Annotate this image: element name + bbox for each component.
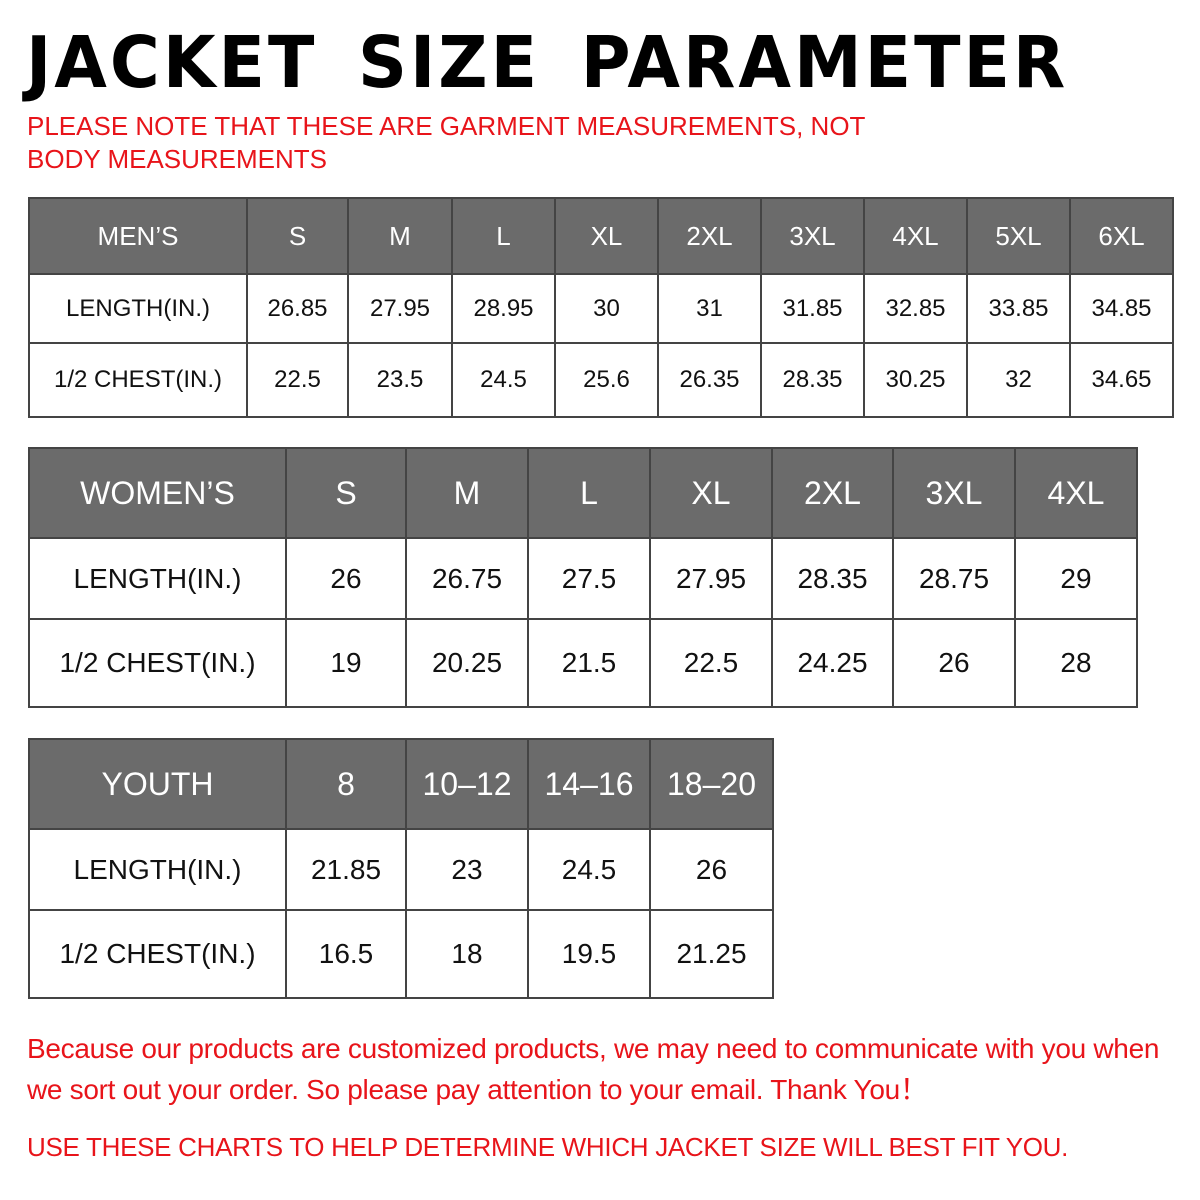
- size-header: XL: [649, 447, 773, 539]
- size-header: M: [405, 447, 529, 539]
- size-header: 14–16: [527, 738, 651, 830]
- measurement-cell: 25.6: [554, 342, 659, 418]
- measurement-cell: 26.35: [657, 342, 762, 418]
- header-row: WOMEN’S S M L XL 2XL 3XL 4XL: [28, 447, 1138, 539]
- size-header: S: [246, 197, 349, 275]
- measurement-cell: 27.95: [347, 273, 453, 344]
- measurement-cell: 23: [405, 828, 529, 911]
- size-header: 5XL: [966, 197, 1071, 275]
- measurement-cell: 28.35: [760, 342, 865, 418]
- size-header: 3XL: [760, 197, 865, 275]
- measurement-cell: 24.25: [771, 618, 894, 708]
- measurement-cell: 27.95: [649, 537, 773, 620]
- measurement-cell: 20.25: [405, 618, 529, 708]
- measurement-cell: 26: [892, 618, 1016, 708]
- measurement-cell: 21.85: [285, 828, 407, 911]
- table-row: 1/2 CHEST(IN.) 16.5 18 19.5 21.25: [28, 909, 774, 999]
- measurement-cell: 19.5: [527, 909, 651, 999]
- category-header: YOUTH: [28, 738, 287, 830]
- measurement-cell: 26.85: [246, 273, 349, 344]
- measurement-cell: 33.85: [966, 273, 1071, 344]
- measurement-cell: 26.75: [405, 537, 529, 620]
- customization-notice: Because our products are customized prod…: [27, 1033, 1160, 1105]
- mens-size-table: MEN’S S M L XL 2XL 3XL 4XL 5XL 6XL LENGTH(IN.) 26.8…: [28, 197, 1174, 418]
- size-header: 6XL: [1069, 197, 1174, 275]
- row-label: LENGTH(IN.): [28, 537, 287, 620]
- size-header: 2XL: [771, 447, 894, 539]
- usage-note: USE THESE CHARTS TO HELP DETERMINE WHICH…: [27, 1132, 1069, 1162]
- measurement-cell: 30: [554, 273, 659, 344]
- size-header: 2XL: [657, 197, 762, 275]
- measurement-cell: 31.85: [760, 273, 865, 344]
- measurement-cell: 22.5: [649, 618, 773, 708]
- table-row: LENGTH(IN.) 21.85 23 24.5 26: [28, 828, 774, 911]
- table-row: 1/2 CHEST(IN.) 19 20.25 21.5 22.5 24.25 26 28: [28, 618, 1138, 708]
- row-label: 1/2 CHEST(IN.): [28, 909, 287, 999]
- womens-size-table: WOMEN’S S M L XL 2XL 3XL 4XL LENGTH(IN.) 26 26.75 2…: [28, 447, 1138, 708]
- measurement-cell: 18: [405, 909, 529, 999]
- measurement-cell: 28.75: [892, 537, 1016, 620]
- size-header: L: [451, 197, 556, 275]
- measurement-cell: 26: [649, 828, 774, 911]
- measurement-cell: 21.5: [527, 618, 651, 708]
- measurement-cell: 19: [285, 618, 407, 708]
- measurement-cell: 23.5: [347, 342, 453, 418]
- measurement-cell: 28: [1014, 618, 1138, 708]
- measurement-cell: 31: [657, 273, 762, 344]
- size-header: 8: [285, 738, 407, 830]
- row-label: 1/2 CHEST(IN.): [28, 618, 287, 708]
- row-label: LENGTH(IN.): [28, 828, 287, 911]
- size-header: S: [285, 447, 407, 539]
- size-header: 18–20: [649, 738, 774, 830]
- measurement-cell: 34.65: [1069, 342, 1174, 418]
- measurement-cell: 28.95: [451, 273, 556, 344]
- row-label: 1/2 CHEST(IN.): [28, 342, 248, 418]
- size-header: M: [347, 197, 453, 275]
- measurement-cell: 24.5: [451, 342, 556, 418]
- table-row: LENGTH(IN.) 26.85 27.95 28.95 30 31 31.85 32.85…: [28, 273, 1174, 344]
- size-header: L: [527, 447, 651, 539]
- header-row: YOUTH 8 10–12 14–16 18–20: [28, 738, 774, 830]
- youth-size-table: YOUTH 8 10–12 14–16 18–20 LENGTH(IN.) 21.85 23 2…: [28, 738, 774, 999]
- category-header: MEN’S: [28, 197, 248, 275]
- size-header: 4XL: [1014, 447, 1138, 539]
- category-header: WOMEN’S: [28, 447, 287, 539]
- measurement-cell: 34.85: [1069, 273, 1174, 344]
- size-header: 3XL: [892, 447, 1016, 539]
- measurement-note: PLEASE NOTE THAT THESE ARE GARMENT MEASU…: [27, 111, 865, 174]
- measurement-cell: 16.5: [285, 909, 407, 999]
- measurement-cell: 32: [966, 342, 1071, 418]
- measurement-cell: 21.25: [649, 909, 774, 999]
- measurement-cell: 29: [1014, 537, 1138, 620]
- page-title: JACKET SIZE PARAMETER: [26, 22, 1069, 105]
- measurement-cell: 27.5: [527, 537, 651, 620]
- size-header: XL: [554, 197, 659, 275]
- measurement-cell: 32.85: [863, 273, 968, 344]
- measurement-cell: 22.5: [246, 342, 349, 418]
- measurement-cell: 28.35: [771, 537, 894, 620]
- row-label: LENGTH(IN.): [28, 273, 248, 344]
- measurement-cell: 26: [285, 537, 407, 620]
- header-row: MEN’S S M L XL 2XL 3XL 4XL 5XL 6XL: [28, 197, 1174, 275]
- measurement-cell: 24.5: [527, 828, 651, 911]
- table-row: LENGTH(IN.) 26 26.75 27.5 27.95 28.35 28.75 29: [28, 537, 1138, 620]
- size-header: 10–12: [405, 738, 529, 830]
- table-row: 1/2 CHEST(IN.) 22.5 23.5 24.5 25.6 26.35 28.35…: [28, 342, 1174, 418]
- measurement-cell: 30.25: [863, 342, 968, 418]
- size-header: 4XL: [863, 197, 968, 275]
